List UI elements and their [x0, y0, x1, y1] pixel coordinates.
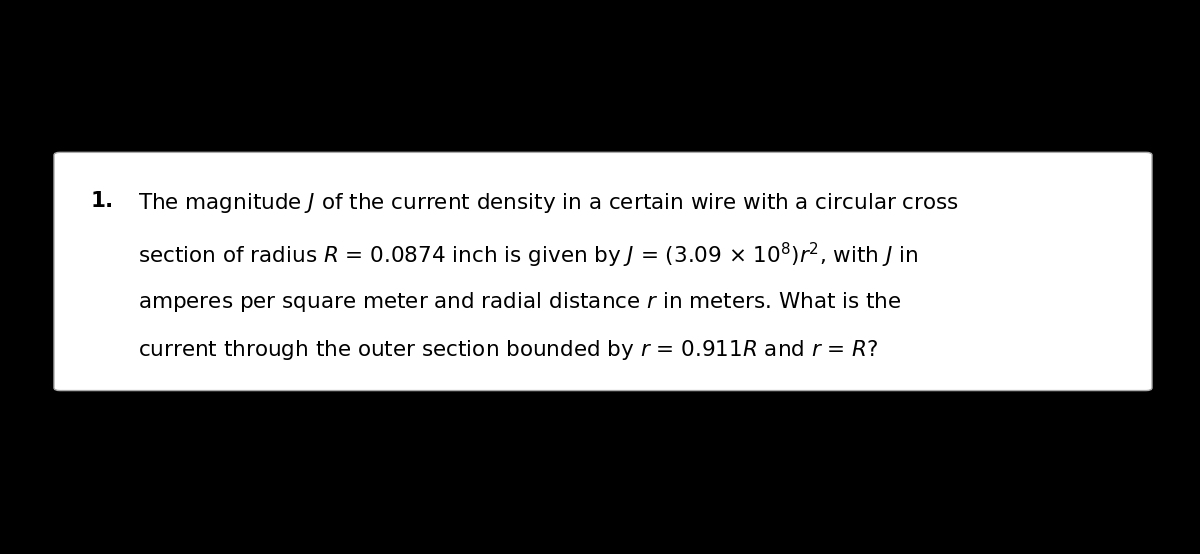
Text: $\mathbf{1.}$: $\mathbf{1.}$ [90, 191, 113, 211]
Text: section of radius $\mathit{R}$ = 0.0874 inch is given by $\mathit{J}$ = (3.09 $\: section of radius $\mathit{R}$ = 0.0874 … [138, 241, 918, 270]
Text: amperes per square meter and radial distance $\mathit{r}$ in meters. What is the: amperes per square meter and radial dist… [138, 290, 901, 314]
Text: current through the outer section bounded by $\mathit{r}$ = 0.911$\mathit{R}$ an: current through the outer section bounde… [138, 338, 878, 362]
Text: The magnitude $\mathit{J}$ of the current density in a certain wire with a circu: The magnitude $\mathit{J}$ of the curren… [138, 191, 959, 215]
FancyBboxPatch shape [54, 152, 1152, 391]
